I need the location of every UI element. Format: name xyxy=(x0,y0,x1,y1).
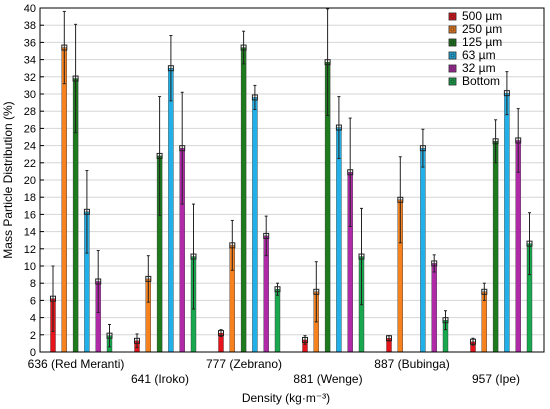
legend-swatch xyxy=(448,12,457,21)
mean-marker xyxy=(442,317,449,324)
mean-marker xyxy=(95,278,102,285)
mean-marker xyxy=(274,286,281,293)
mean-marker xyxy=(61,44,68,51)
x-tick-label: 957 (Ipe) xyxy=(472,372,520,386)
mean-marker xyxy=(503,90,510,97)
legend-label: 32 µm xyxy=(462,61,496,75)
mean-marker xyxy=(335,124,342,131)
y-tick-label: 20 xyxy=(24,175,36,187)
mean-marker xyxy=(470,338,476,345)
legend-label: Bottom xyxy=(462,74,500,88)
x-tick-label: 881 (Wenge) xyxy=(293,372,362,386)
y-axis-label: Mass Particle Distribution (%) xyxy=(1,101,15,258)
mean-marker xyxy=(526,240,533,247)
y-tick-label: 2 xyxy=(30,330,36,342)
bar xyxy=(431,263,437,353)
y-tick-label: 34 xyxy=(24,55,36,67)
mean-marker xyxy=(190,253,197,260)
legend-swatch xyxy=(448,38,457,47)
bar xyxy=(336,127,342,353)
mean-marker xyxy=(386,335,392,342)
bar xyxy=(504,92,510,353)
bar xyxy=(252,97,258,353)
legend-label: 63 µm xyxy=(462,48,496,62)
legend-marker xyxy=(450,79,455,84)
y-tick-label: 36 xyxy=(24,37,36,49)
y-tick-label: 38 xyxy=(24,20,36,32)
mean-marker xyxy=(50,295,56,302)
y-tick-label: 26 xyxy=(24,123,36,135)
mean-marker xyxy=(251,94,258,101)
mean-marker xyxy=(324,59,331,66)
y-tick-label: 10 xyxy=(24,261,36,273)
mean-marker xyxy=(218,330,224,337)
mean-marker xyxy=(492,138,499,145)
legend-marker xyxy=(450,66,455,71)
mean-marker xyxy=(347,169,354,176)
y-tick-label: 30 xyxy=(24,89,36,101)
mean-marker xyxy=(156,152,163,159)
mean-marker xyxy=(72,75,79,82)
bar xyxy=(420,147,426,353)
legend-marker xyxy=(450,27,455,32)
mean-marker xyxy=(431,260,438,267)
y-tick-label: 40 xyxy=(24,3,36,15)
y-tick-label: 28 xyxy=(24,106,36,118)
bar xyxy=(168,67,174,353)
y-tick-label: 0 xyxy=(30,347,36,359)
mean-marker xyxy=(134,337,140,344)
y-tick-label: 22 xyxy=(24,158,36,170)
legend-marker xyxy=(450,14,455,19)
mean-marker xyxy=(83,208,90,215)
legend-label: 500 µm xyxy=(462,9,502,23)
bar xyxy=(61,47,67,353)
y-tick-label: 8 xyxy=(30,278,36,290)
y-tick-label: 4 xyxy=(30,313,36,325)
mean-marker xyxy=(106,332,113,339)
mean-marker xyxy=(240,44,247,51)
mean-marker xyxy=(313,288,320,295)
mean-marker xyxy=(302,336,308,343)
y-tick-label: 18 xyxy=(24,192,36,204)
plot-frame xyxy=(39,7,545,353)
x-tick-label: 777 (Zebrano) xyxy=(206,357,282,371)
mean-marker xyxy=(263,232,270,239)
bar xyxy=(240,47,247,353)
legend-label: 250 µm xyxy=(462,22,502,36)
mean-marker xyxy=(167,65,174,72)
x-tick-label: 636 (Red Meranti) xyxy=(28,357,125,371)
x-axis-ticks: 636 (Red Meranti) 641 (Iroko) 777 (Zebrano… xyxy=(28,357,520,386)
legend-swatch xyxy=(448,25,457,34)
mean-marker xyxy=(358,253,365,260)
y-tick-label: 24 xyxy=(24,141,36,153)
mean-marker xyxy=(179,145,186,152)
legend-swatch xyxy=(448,51,457,60)
mean-marker xyxy=(515,137,522,144)
x-axis-label: Density (kg·m⁻³) xyxy=(242,391,330,405)
legend-marker xyxy=(450,53,455,58)
grid xyxy=(40,24,544,336)
x-tick-label: 887 (Bubinga) xyxy=(374,357,449,371)
y-tick-label: 16 xyxy=(24,209,36,221)
y-tick-label: 12 xyxy=(24,244,36,256)
bar xyxy=(492,141,499,353)
legend-swatch xyxy=(448,77,457,86)
mean-marker xyxy=(145,275,152,282)
legend-swatch xyxy=(448,64,457,73)
x-tick-label: 641 (Iroko) xyxy=(131,372,189,386)
bar xyxy=(274,289,281,353)
mean-marker xyxy=(397,196,404,203)
y-tick-label: 32 xyxy=(24,72,36,84)
legend-marker xyxy=(450,40,455,45)
mean-marker xyxy=(419,145,426,152)
y-tick-label: 14 xyxy=(24,227,36,239)
mean-marker xyxy=(229,242,236,249)
mean-marker xyxy=(481,288,488,295)
bars xyxy=(50,8,533,353)
legend-label: 125 µm xyxy=(462,35,502,49)
y-tick-label: 6 xyxy=(30,295,36,307)
